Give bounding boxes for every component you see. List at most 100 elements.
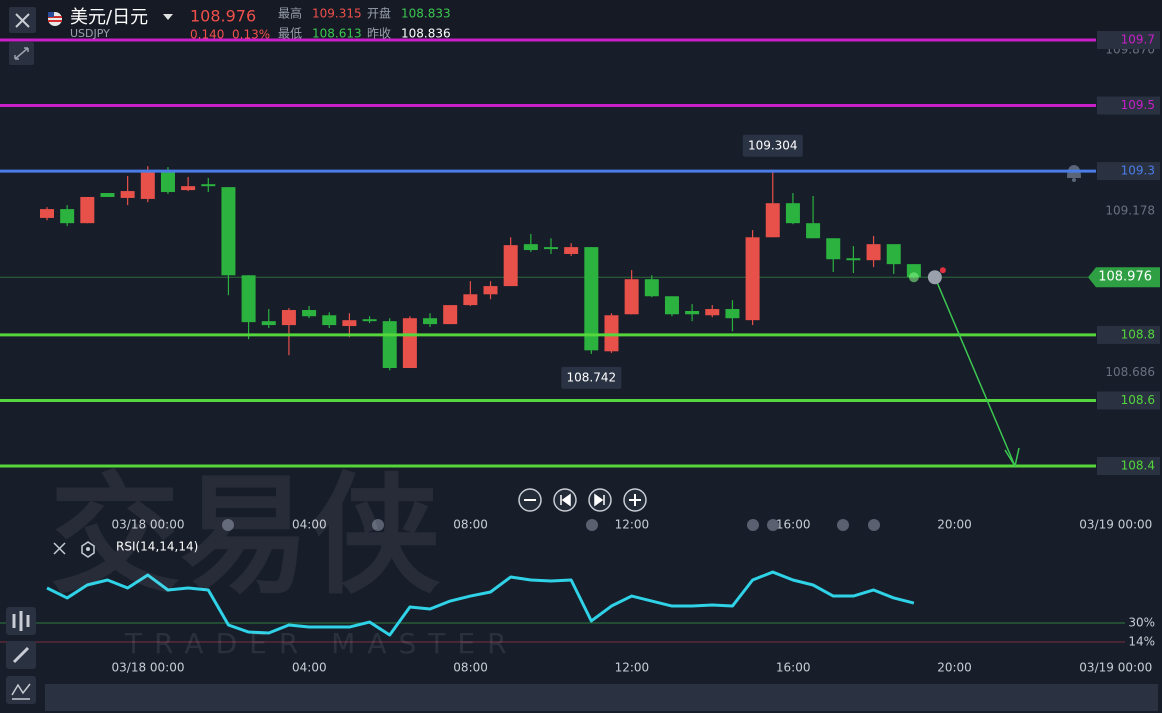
annotation-box (561, 366, 622, 389)
candle-body (745, 237, 760, 321)
rsi-label: RSI(14,14,14) (116, 540, 198, 554)
last-point-glow (908, 272, 919, 283)
candle-body (846, 258, 861, 261)
draw-tool[interactable] (6, 641, 36, 669)
time-label: 12:00 (615, 518, 650, 532)
drawn-arrow-head (1004, 447, 1020, 468)
y-tick-label: 109.178 (1105, 204, 1155, 218)
low-label: 最低 (278, 27, 302, 41)
zoom-in-button[interactable] (623, 488, 647, 512)
candle-body (402, 318, 417, 369)
zoom-out-button[interactable] (518, 488, 542, 512)
time-label: 16:00 (776, 661, 811, 675)
watermark-cn: 交易侠 (50, 460, 441, 612)
alert-label: 108.4 (1121, 459, 1155, 473)
candle-body (160, 172, 175, 193)
candle-body (322, 315, 337, 326)
candle-body (100, 193, 115, 197)
candle-body (705, 309, 720, 316)
time-label: 03/19 00:00 (1079, 661, 1152, 675)
rsi-tick-label: 14% (1128, 635, 1155, 649)
candle-body (604, 315, 619, 352)
candle-body (866, 244, 881, 261)
next-button[interactable] (588, 488, 612, 512)
y-tick-label: 108.686 (1105, 365, 1155, 379)
candle-body (241, 275, 256, 323)
time-label: 04:00 (292, 518, 327, 532)
candle-body (564, 247, 579, 254)
candle-body (624, 279, 639, 315)
rsi-visibility-button[interactable] (81, 541, 95, 558)
pair-name: 美元/日元 (70, 7, 148, 28)
alert-label-box (1097, 457, 1160, 475)
annotation-label: 109.304 (748, 138, 798, 152)
line-tool[interactable] (6, 676, 36, 704)
candle-body (140, 172, 155, 199)
candle-body (463, 294, 478, 306)
drawn-arrow (934, 276, 1016, 467)
dropdown-caret[interactable] (163, 14, 173, 20)
high-label: 最高 (278, 6, 302, 21)
candle-body (181, 186, 196, 191)
rsi-line (46, 570, 915, 637)
candle-body (544, 247, 558, 250)
candle-body (523, 244, 538, 251)
alert-label-box (1097, 96, 1160, 115)
candle-body (281, 310, 296, 326)
time-label: 16:00 (776, 518, 811, 532)
candle-body (443, 305, 458, 325)
candle-body (120, 191, 135, 198)
watermark-en: TRADER MASTER (124, 627, 519, 660)
candle-body (503, 245, 518, 287)
last-price-box (1088, 267, 1160, 288)
collapse-button[interactable] (9, 42, 34, 65)
time-label: 08:00 (453, 518, 488, 532)
annotation-box (742, 134, 803, 157)
candle-body (302, 310, 317, 317)
candle-body (664, 296, 679, 315)
candle-body (80, 196, 95, 224)
low: 108.613 (312, 27, 362, 41)
candle-body (725, 309, 740, 319)
event-markers (222, 519, 880, 531)
candle-body (806, 223, 821, 239)
left-toolbar (6, 607, 36, 704)
candle-body (60, 209, 75, 224)
open-label: 开盘 (367, 6, 391, 21)
rsi-tick-label: 30% (1128, 616, 1155, 630)
close-button[interactable] (9, 7, 36, 33)
alert-label: 109.7 (1121, 33, 1155, 47)
alert-label-box (1097, 31, 1160, 49)
candle-body (382, 321, 397, 369)
change: 0.140 (190, 28, 224, 42)
alert-label-box (1097, 162, 1160, 181)
prev-close: 108.836 (401, 27, 451, 41)
candle-body (826, 238, 841, 260)
rsi-close-button[interactable] (53, 542, 66, 555)
prev-button[interactable] (553, 488, 577, 512)
time-label: 04:00 (292, 661, 327, 675)
time-label: 20:00 (937, 518, 972, 532)
alert-label: 109.3 (1121, 164, 1155, 178)
candle-body (685, 311, 700, 315)
candle-body (886, 244, 901, 265)
time-label: 03/19 00:00 (1079, 518, 1152, 532)
candle-body (362, 319, 377, 322)
time-label: 03/18 00:00 (112, 661, 185, 675)
price: 108.976 (190, 7, 256, 26)
flag-icon (48, 12, 62, 26)
time-label: 03/18 00:00 (112, 518, 185, 532)
high: 109.315 (312, 7, 362, 21)
alert-dot (939, 267, 946, 274)
alert-label-box (1097, 325, 1160, 344)
candle-body (221, 187, 236, 276)
alert-label-box (1097, 391, 1160, 410)
info-icon[interactable] (927, 270, 942, 285)
candle-body (423, 318, 438, 325)
indicator-tool[interactable] (6, 607, 36, 635)
candle-body (261, 321, 276, 326)
alert-label: 108.8 (1121, 327, 1155, 341)
symbol: USDJPY (70, 27, 110, 40)
